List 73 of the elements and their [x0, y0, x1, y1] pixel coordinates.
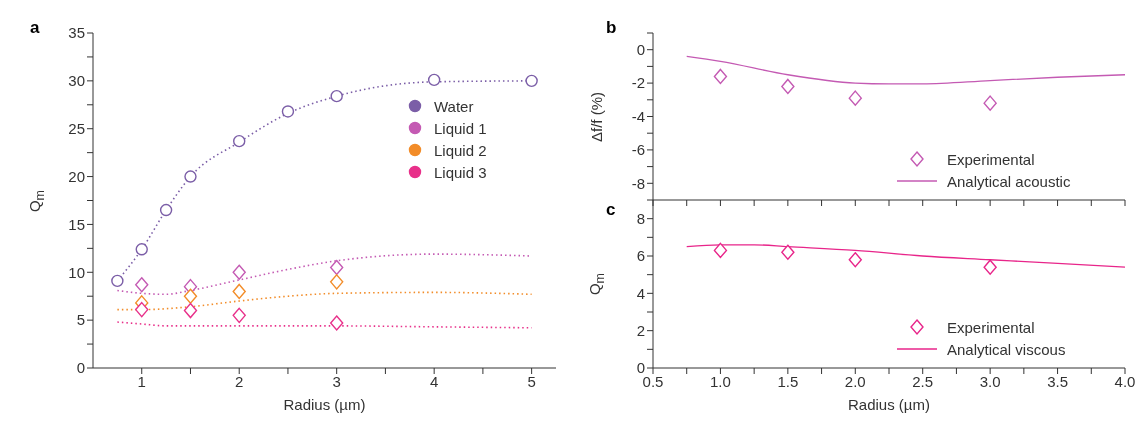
point [232, 283, 246, 300]
x-tick-label: 1.5 [777, 372, 799, 390]
point [281, 105, 295, 118]
y-tick-label: 0 [636, 41, 645, 59]
x-axis-title: Radius (µm) [283, 396, 366, 413]
legend-label: Analytical acoustic [947, 172, 1071, 190]
point [713, 68, 728, 85]
point [183, 302, 198, 319]
point [525, 74, 538, 88]
legend-label: Analytical viscous [947, 340, 1066, 358]
chart-title: c [606, 200, 616, 220]
x-tick-label: 5 [527, 372, 536, 390]
x-tick-label: 2.5 [912, 372, 934, 390]
y-tick-label: 8 [636, 209, 645, 227]
x-tick-label: 1.0 [710, 372, 731, 390]
point [184, 170, 197, 183]
point [232, 307, 246, 324]
y-tick-label: 0 [76, 359, 85, 377]
point [848, 252, 862, 268]
x-tick-label: 0.5 [642, 372, 664, 390]
x-axis-title: Radius (µm) [848, 396, 930, 413]
x-tick-label: 2.0 [844, 372, 866, 390]
legend-label: Experimental [947, 318, 1035, 336]
y-tick-label: 25 [68, 120, 85, 138]
point [781, 78, 795, 95]
y-tick-label: -2 [631, 74, 645, 92]
x-tick-label: 4 [429, 372, 439, 390]
point [183, 288, 198, 304]
y-tick-label: 15 [68, 215, 85, 233]
y-axis-title: Δf/f (%) [587, 91, 605, 142]
y-tick-label: 2 [636, 321, 645, 339]
y-tick-label: 5 [76, 311, 85, 329]
y-tick-label: 35 [68, 24, 85, 42]
point [135, 243, 148, 256]
legend-label: Liquid 3 [434, 163, 487, 181]
point [329, 259, 344, 276]
point [781, 244, 795, 260]
y-tick-label: 6 [636, 247, 645, 265]
point [159, 203, 173, 217]
x-tick-label: 3 [332, 372, 341, 390]
point [330, 89, 343, 103]
chart-title: b [606, 18, 617, 38]
legend-label: Liquid 2 [434, 141, 487, 159]
point [427, 73, 441, 87]
legend-label: Liquid 1 [434, 119, 487, 137]
point [983, 95, 997, 111]
point [983, 259, 997, 275]
legend-label: Water [434, 97, 474, 115]
y-tick-label: 20 [68, 167, 85, 185]
point [329, 274, 344, 290]
point [232, 264, 246, 280]
y-tick-label: 10 [68, 263, 85, 281]
line-series [686, 55, 1125, 85]
y-tick-label: 0 [636, 359, 645, 377]
y-tick-label: 4 [636, 284, 645, 302]
chart-title: a [30, 18, 40, 38]
point [848, 90, 862, 106]
point [135, 301, 149, 318]
y-tick-label: -6 [631, 141, 645, 159]
x-tick-label: 3.5 [1047, 372, 1068, 390]
x-tick-label: 1 [137, 372, 146, 390]
x-tick-label: 2 [235, 372, 244, 390]
x-tick-label: 4.0 [1114, 372, 1136, 390]
x-tick-label: 3.0 [979, 372, 1001, 390]
point [713, 242, 728, 259]
y-tick-label: -4 [631, 107, 645, 125]
legend-label: Experimental [947, 150, 1035, 168]
y-tick-label: 30 [68, 72, 85, 90]
point [329, 315, 344, 331]
point [135, 277, 149, 293]
point [111, 274, 124, 288]
y-tick-label: -8 [631, 174, 645, 192]
point [233, 134, 246, 148]
